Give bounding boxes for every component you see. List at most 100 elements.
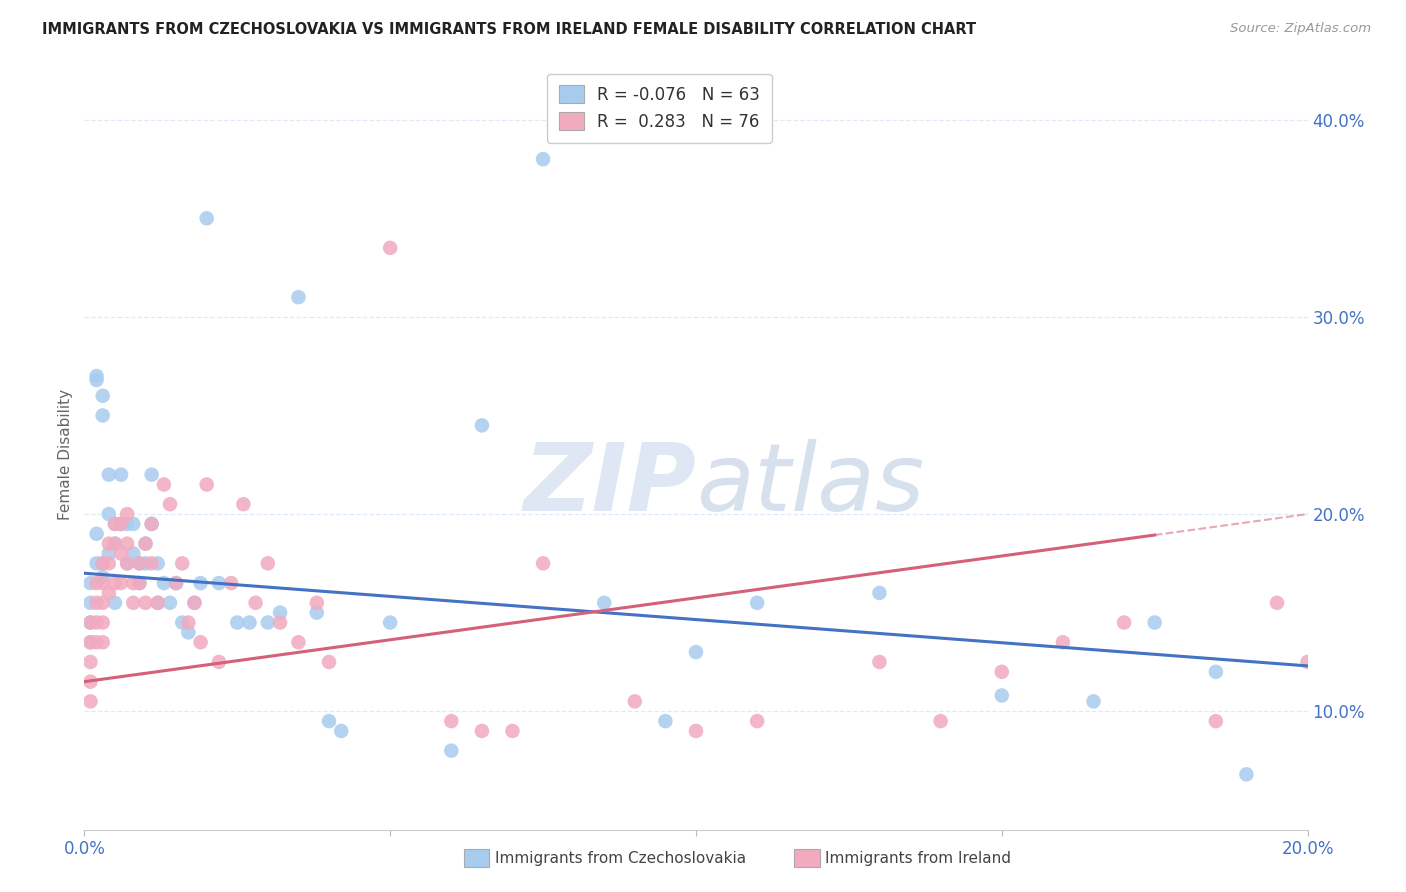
- Point: [146, 596, 169, 610]
- Point: [471, 418, 494, 433]
- Point: [269, 615, 291, 630]
- Point: [1205, 714, 1227, 728]
- Point: [1265, 596, 1288, 610]
- Text: Source: ZipAtlas.com: Source: ZipAtlas.com: [1230, 22, 1371, 36]
- Point: [91, 570, 114, 584]
- Text: IMMIGRANTS FROM CZECHOSLOVAKIA VS IMMIGRANTS FROM IRELAND FEMALE DISABILITY CORR: IMMIGRANTS FROM CZECHOSLOVAKIA VS IMMIGR…: [42, 22, 976, 37]
- Point: [91, 576, 114, 591]
- Point: [86, 576, 108, 591]
- Point: [91, 557, 114, 571]
- Point: [165, 576, 187, 591]
- Point: [79, 615, 101, 630]
- Point: [226, 615, 249, 630]
- Point: [232, 497, 254, 511]
- Point: [190, 576, 212, 591]
- Point: [128, 557, 150, 571]
- Point: [440, 714, 463, 728]
- Point: [1296, 655, 1319, 669]
- Point: [1388, 665, 1406, 679]
- Legend: R = -0.076   N = 63, R =  0.283   N = 76: R = -0.076 N = 63, R = 0.283 N = 76: [547, 74, 772, 143]
- Point: [110, 576, 132, 591]
- Point: [269, 606, 291, 620]
- Point: [654, 714, 676, 728]
- Point: [471, 723, 494, 738]
- Point: [991, 689, 1014, 703]
- Point: [97, 536, 120, 550]
- Point: [440, 744, 463, 758]
- Point: [330, 723, 353, 738]
- Point: [86, 369, 108, 384]
- Point: [86, 373, 108, 387]
- Point: [122, 576, 145, 591]
- Point: [79, 655, 101, 669]
- Text: Immigrants from Czechoslovakia: Immigrants from Czechoslovakia: [495, 851, 747, 865]
- Point: [122, 596, 145, 610]
- Point: [141, 516, 163, 531]
- Point: [79, 674, 101, 689]
- Point: [86, 615, 108, 630]
- Point: [1143, 615, 1166, 630]
- Point: [91, 557, 114, 571]
- Point: [380, 241, 402, 255]
- Point: [91, 615, 114, 630]
- Point: [318, 714, 340, 728]
- Point: [141, 516, 163, 531]
- Point: [128, 576, 150, 591]
- Point: [115, 507, 138, 521]
- Text: ZIP: ZIP: [523, 439, 696, 531]
- Point: [104, 516, 127, 531]
- Point: [593, 596, 616, 610]
- Point: [208, 576, 231, 591]
- Point: [79, 635, 101, 649]
- Point: [86, 557, 108, 571]
- Point: [122, 547, 145, 561]
- Point: [624, 694, 647, 708]
- Point: [929, 714, 952, 728]
- Point: [991, 665, 1014, 679]
- Point: [183, 596, 205, 610]
- Point: [104, 536, 127, 550]
- Point: [747, 596, 769, 610]
- Point: [91, 389, 114, 403]
- Point: [219, 576, 242, 591]
- Point: [122, 516, 145, 531]
- Point: [172, 557, 194, 571]
- Point: [531, 152, 554, 166]
- Point: [79, 694, 101, 708]
- Point: [128, 557, 150, 571]
- Point: [1236, 767, 1258, 781]
- Point: [91, 596, 114, 610]
- Point: [146, 596, 169, 610]
- Point: [86, 635, 108, 649]
- Point: [110, 516, 132, 531]
- Point: [177, 625, 200, 640]
- Point: [135, 596, 157, 610]
- Point: [104, 516, 127, 531]
- Point: [115, 536, 138, 550]
- Point: [177, 615, 200, 630]
- Point: [79, 596, 101, 610]
- Point: [153, 576, 176, 591]
- Point: [287, 635, 309, 649]
- Point: [257, 557, 280, 571]
- Point: [115, 557, 138, 571]
- Point: [208, 655, 231, 669]
- Point: [135, 536, 157, 550]
- Point: [97, 467, 120, 482]
- Point: [318, 655, 340, 669]
- Point: [97, 557, 120, 571]
- Point: [153, 477, 176, 491]
- Point: [141, 557, 163, 571]
- Point: [159, 497, 181, 511]
- Point: [104, 536, 127, 550]
- Point: [110, 516, 132, 531]
- Point: [747, 714, 769, 728]
- Point: [104, 596, 127, 610]
- Point: [86, 526, 108, 541]
- Point: [869, 655, 891, 669]
- Point: [97, 547, 120, 561]
- Point: [110, 547, 132, 561]
- Point: [685, 645, 707, 659]
- Point: [86, 596, 108, 610]
- Point: [135, 536, 157, 550]
